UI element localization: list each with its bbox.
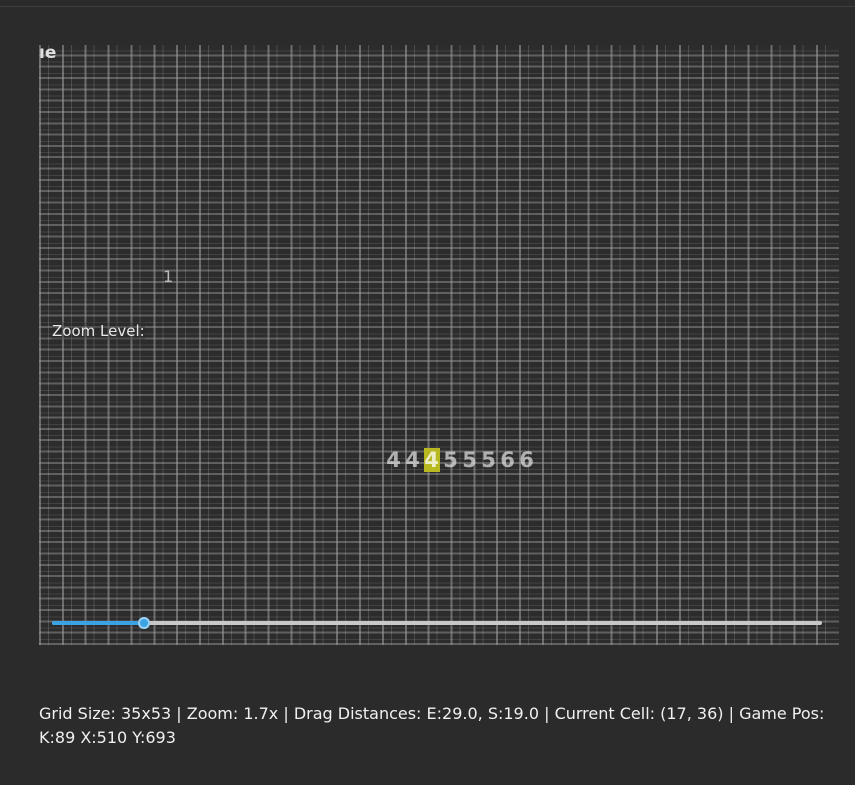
- cell-number-highlighted: 4: [424, 448, 440, 472]
- grid-texture: [39, 45, 839, 645]
- corner-glyph: ıe: [39, 45, 57, 63]
- cell-number: 5: [481, 448, 497, 472]
- cell-number: 4: [405, 448, 421, 472]
- cell-number: 4: [386, 448, 402, 472]
- cell-numbers-row: 4 4 4 5 5 5 6 6: [386, 448, 535, 472]
- game-grid-canvas[interactable]: ıe 1 Zoom Level: 4 4 4 5 5 5 6 6: [39, 45, 839, 645]
- zoom-level-label: Zoom Level:: [52, 322, 145, 340]
- cell-number: 5: [462, 448, 478, 472]
- zoom-slider-fill: [52, 621, 145, 625]
- cell-number: 5: [443, 448, 459, 472]
- zoom-slider-track[interactable]: [52, 621, 822, 625]
- zoom-slider-thumb[interactable]: [138, 617, 151, 629]
- zoom-slider[interactable]: [52, 615, 822, 631]
- top-divider: [0, 6, 855, 7]
- small-glyph: 1: [163, 267, 174, 286]
- cell-number: 6: [519, 448, 535, 472]
- cell-number: 6: [500, 448, 516, 472]
- status-bar-text: Grid Size: 35x53 | Zoom: 1.7x | Drag Dis…: [39, 704, 825, 747]
